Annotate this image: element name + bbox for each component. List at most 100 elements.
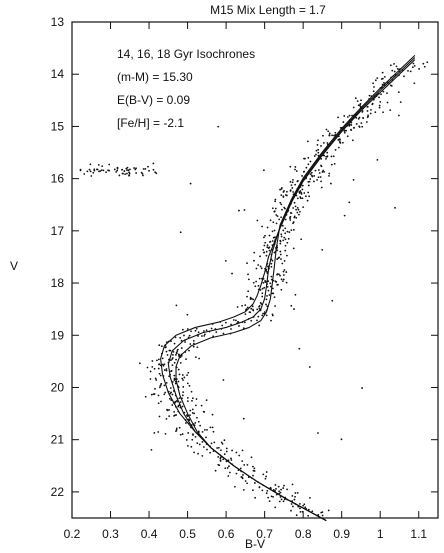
isochrone-line <box>167 57 416 522</box>
annotation-distance-modulus: (m-M) = 15.30 <box>117 70 193 84</box>
star-point <box>352 179 355 181</box>
star-point <box>422 62 425 65</box>
star-point <box>121 168 123 171</box>
star-point <box>273 251 276 254</box>
star-point <box>266 265 269 268</box>
star-point <box>186 396 189 399</box>
x-tick-label: 0.6 <box>218 527 235 541</box>
star-point <box>399 101 402 104</box>
star-point <box>231 272 233 275</box>
star-point <box>129 168 131 171</box>
star-point <box>95 168 98 171</box>
star-point <box>303 503 306 506</box>
star-point <box>374 111 377 114</box>
star-point <box>315 149 318 152</box>
star-point <box>92 171 95 174</box>
star-point <box>292 178 294 181</box>
star-point <box>212 430 215 433</box>
star-point <box>108 169 111 172</box>
star-point <box>296 206 299 209</box>
y-tick-label: 18 <box>51 276 65 290</box>
chart-title: M15 Mix Length = 1.7 <box>210 3 326 17</box>
star-point <box>263 286 266 289</box>
star-point <box>140 171 143 174</box>
star-point <box>299 190 302 192</box>
star-point <box>261 295 264 298</box>
star-point <box>188 334 191 337</box>
star-point <box>300 238 303 241</box>
x-axis-title: B-V <box>245 537 265 551</box>
star-point <box>301 184 304 187</box>
star-point <box>317 139 319 142</box>
star-point <box>191 399 193 402</box>
star-point <box>197 331 200 334</box>
star-point <box>337 116 339 119</box>
star-point <box>191 412 194 414</box>
star-point <box>184 341 186 343</box>
star-point <box>383 75 386 78</box>
star-point <box>224 321 227 324</box>
star-point <box>313 174 316 177</box>
star-point <box>138 362 141 365</box>
star-point <box>274 506 277 509</box>
star-point <box>352 126 355 129</box>
star-point <box>275 493 278 496</box>
star-point <box>256 308 259 311</box>
star-point <box>194 329 197 332</box>
star-point <box>251 305 254 308</box>
star-point <box>193 412 196 415</box>
star-point <box>188 385 191 387</box>
star-point <box>115 170 118 173</box>
star-point <box>266 285 269 288</box>
star-point <box>276 215 279 218</box>
star-point <box>164 432 167 435</box>
star-point <box>270 495 273 498</box>
star-point <box>144 395 147 398</box>
star-point <box>394 206 396 209</box>
star-point <box>286 194 288 197</box>
star-point <box>203 429 206 431</box>
star-point <box>309 496 311 499</box>
star-point <box>243 209 246 211</box>
star-point <box>252 309 255 312</box>
star-point <box>294 492 297 494</box>
y-tick-label: 22 <box>51 485 65 499</box>
star-point <box>265 303 267 306</box>
star-point <box>343 129 346 132</box>
star-point <box>395 65 398 68</box>
star-point <box>274 200 277 203</box>
star-point <box>206 448 208 451</box>
star-point <box>320 511 323 514</box>
star-point <box>275 222 278 225</box>
star-point <box>294 183 297 186</box>
star-point <box>196 346 199 349</box>
star-point <box>194 421 197 424</box>
star-point <box>223 439 226 442</box>
star-point <box>397 114 400 117</box>
star-point <box>182 391 185 394</box>
star-point <box>338 140 341 143</box>
star-point <box>181 433 184 435</box>
star-point <box>175 351 178 354</box>
star-point <box>360 122 363 125</box>
star-point <box>220 441 223 444</box>
star-point <box>321 171 324 173</box>
star-point <box>280 235 283 238</box>
star-point <box>79 168 82 171</box>
star-point <box>264 280 266 282</box>
star-point <box>228 465 230 468</box>
star-point <box>279 491 282 494</box>
star-point <box>313 180 315 183</box>
star-point <box>292 207 295 209</box>
star-point <box>322 134 324 137</box>
star-point <box>265 471 268 473</box>
star-point <box>171 404 174 406</box>
star-point <box>196 442 199 445</box>
star-point <box>230 457 232 460</box>
star-point <box>144 168 147 170</box>
star-point <box>348 114 351 117</box>
star-point <box>263 251 265 254</box>
star-point <box>209 426 212 429</box>
star-point <box>98 170 100 173</box>
star-point <box>389 109 392 112</box>
